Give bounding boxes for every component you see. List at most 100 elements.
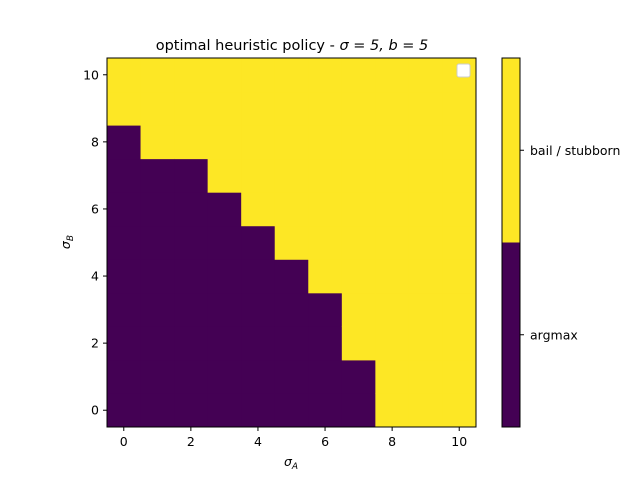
heatmap-cell	[308, 91, 343, 126]
heatmap-cell	[140, 58, 175, 93]
heatmap-cell	[442, 393, 477, 428]
heatmap-cell	[408, 292, 443, 327]
heatmap-cell	[274, 158, 309, 193]
x-axis-ticks: 0 2 4 6 8 10	[120, 427, 467, 449]
heatmap-cell	[107, 91, 142, 126]
heatmap-cell	[442, 259, 477, 294]
heatmap-cell	[140, 326, 175, 361]
heatmap-cell	[341, 292, 376, 327]
heatmap-cell	[442, 125, 477, 160]
colorbar-segment	[502, 58, 520, 243]
heatmap-cell	[341, 192, 376, 227]
heatmap-cell	[274, 259, 309, 294]
heatmap-cell	[207, 292, 242, 327]
heatmap-cell	[241, 192, 276, 227]
heatmap-cell	[107, 225, 142, 260]
heatmap-cell	[140, 259, 175, 294]
heatmap-cell	[308, 359, 343, 394]
heatmap-cell	[174, 393, 209, 428]
heatmap-cell	[241, 393, 276, 428]
heatmap-cell	[308, 225, 343, 260]
heatmap-cell	[107, 292, 142, 327]
heatmap-cell	[408, 158, 443, 193]
heatmap-cell	[341, 158, 376, 193]
heatmap-cell	[140, 125, 175, 160]
heatmap-cell	[408, 91, 443, 126]
heatmap-cell	[308, 192, 343, 227]
heatmap-cells	[107, 58, 477, 428]
heatmap-cell	[375, 158, 410, 193]
heatmap-cell	[375, 292, 410, 327]
heatmap-cell	[107, 359, 142, 394]
plot-frame	[106, 57, 477, 428]
heatmap-cell	[107, 393, 142, 428]
heatmap-cell	[308, 326, 343, 361]
heatmap-cell	[241, 91, 276, 126]
heatmap-cell	[341, 259, 376, 294]
chart-title-math: σ = 5, b = 5	[339, 38, 428, 54]
x-tick-label: 4	[254, 434, 262, 449]
heatmap-cell	[375, 259, 410, 294]
y-tick-label: 4	[91, 269, 99, 284]
heatmap-cell	[207, 158, 242, 193]
heatmap-cell	[207, 393, 242, 428]
x-tick-label: 10	[451, 434, 467, 449]
x-axis-subscript: A	[291, 462, 298, 472]
heatmap-cell	[207, 192, 242, 227]
colorbar-tick-label: bail / stubborn	[530, 143, 620, 158]
heatmap-cell	[107, 158, 142, 193]
heatmap-cell	[241, 259, 276, 294]
heatmap-cell	[174, 58, 209, 93]
x-tick-label: 2	[187, 434, 195, 449]
heatmap-cell	[274, 326, 309, 361]
x-tick-label: 8	[388, 434, 396, 449]
y-tick-label: 0	[91, 403, 99, 418]
heatmap-cell	[140, 158, 175, 193]
heatmap-cell	[174, 192, 209, 227]
heatmap-cell	[174, 91, 209, 126]
y-axis-ticks: 0 2 4 6 8 10	[83, 67, 107, 418]
heatmap-cell	[207, 359, 242, 394]
heatmap-cell	[241, 225, 276, 260]
colorbar-segment	[502, 242, 520, 427]
heatmap-cell	[308, 393, 343, 428]
heatmap-cell	[274, 359, 309, 394]
legend-box	[456, 63, 471, 78]
heatmap-cell	[174, 158, 209, 193]
heatmap-cell	[140, 91, 175, 126]
heatmap-cell	[341, 58, 376, 93]
heatmap-cell	[107, 259, 142, 294]
chart-title: optimal heuristic policy - σ = 5, b = 5	[156, 38, 429, 54]
heatmap-cell	[375, 91, 410, 126]
heatmap-cell	[442, 292, 477, 327]
heatmap-cell	[442, 359, 477, 394]
heatmap-cell	[274, 292, 309, 327]
heatmap-cell	[207, 125, 242, 160]
heatmap-cell	[341, 359, 376, 394]
heatmap-cell	[241, 359, 276, 394]
y-tick-label: 10	[83, 67, 99, 82]
heatmap-cell	[140, 393, 175, 428]
heatmap-cell	[241, 326, 276, 361]
heatmap-cell	[308, 125, 343, 160]
y-tick-label: 2	[91, 336, 99, 351]
heatmap-cell	[241, 125, 276, 160]
heatmap-cell	[341, 326, 376, 361]
heatmap-cell	[408, 125, 443, 160]
y-axis-label: σB	[58, 235, 76, 249]
heatmap-cell	[375, 125, 410, 160]
heatmap-cell	[241, 158, 276, 193]
heatmap-cell	[442, 91, 477, 126]
heatmap-cell	[107, 326, 142, 361]
heatmap-cell	[375, 326, 410, 361]
x-tick-label: 0	[120, 434, 128, 449]
heatmap-cell	[174, 125, 209, 160]
heatmap-cell	[274, 91, 309, 126]
heatmap-cell	[408, 192, 443, 227]
heatmap-cell	[341, 393, 376, 428]
heatmap-cell	[274, 393, 309, 428]
heatmap-cell	[207, 58, 242, 93]
y-axis-subscript: B	[66, 235, 76, 241]
heatmap-cell	[375, 393, 410, 428]
